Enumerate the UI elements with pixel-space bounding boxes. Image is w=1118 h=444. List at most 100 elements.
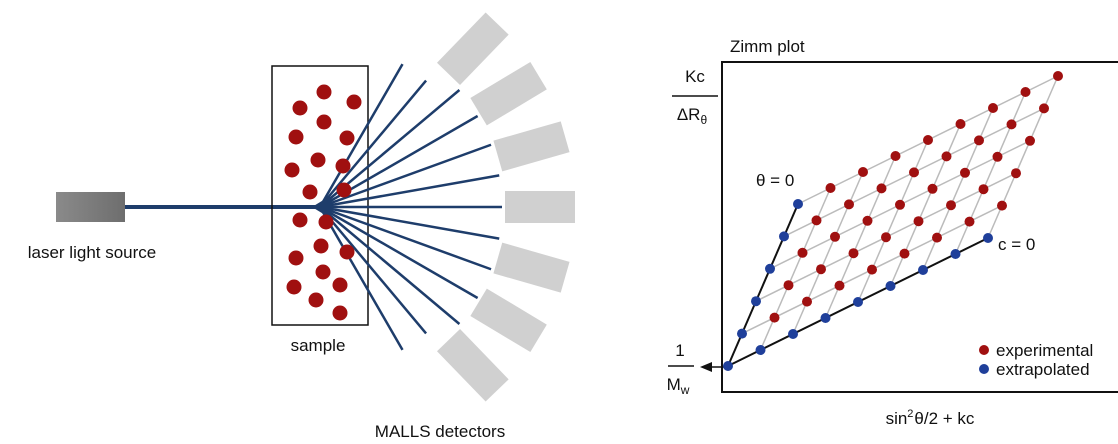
- particle: [332, 305, 348, 321]
- detector: [470, 288, 547, 353]
- x-label-rest: θ/2 + kc: [914, 409, 975, 428]
- extrapolated-point: [788, 329, 798, 339]
- extrapolated-point: [765, 263, 775, 274]
- detector: [493, 242, 570, 293]
- experimental-point: [964, 216, 975, 227]
- legend-label: experimental: [996, 341, 1093, 360]
- extrapolated-point: [918, 265, 928, 275]
- y-label-den-sub: θ: [700, 113, 707, 127]
- experimental-point: [848, 248, 859, 259]
- detector: [437, 328, 509, 402]
- sample-box: [271, 65, 369, 326]
- x-label-sup: 2: [907, 408, 913, 420]
- experimental-point: [797, 247, 808, 258]
- particle: [288, 129, 304, 145]
- scatter-ray: [319, 205, 479, 300]
- extrapolated-point: [853, 297, 863, 307]
- y-label-den-main: ΔR: [677, 105, 701, 124]
- experimental-point: [960, 167, 970, 178]
- grid-line: [987, 75, 1059, 239]
- y-label-num: Kc: [685, 67, 705, 86]
- experimental-point: [825, 183, 836, 193]
- particle: [346, 94, 362, 110]
- scatter-ray: [318, 206, 404, 351]
- experimental-point: [1006, 119, 1017, 130]
- c-zero-label: c = 0: [998, 235, 1035, 254]
- experimental-point: [955, 119, 966, 129]
- extrapolated-point: [983, 233, 993, 243]
- experimental-point: [997, 200, 1007, 211]
- experimental-point: [881, 232, 891, 243]
- experimental-point: [1020, 87, 1031, 97]
- grid-line: [889, 123, 962, 287]
- detector: [493, 121, 570, 172]
- extrapolated-point: [751, 296, 761, 307]
- experimental-point: [1025, 135, 1035, 146]
- experimental-point: [876, 183, 887, 194]
- particle: [336, 182, 352, 198]
- scatter-ray: [319, 205, 492, 271]
- experimental-point: [834, 280, 845, 291]
- experimental-point: [941, 151, 952, 162]
- experimental-point: [946, 200, 956, 211]
- experimental-point: [923, 135, 933, 145]
- particle: [286, 279, 302, 295]
- laser: [56, 192, 125, 222]
- arrow-head: [700, 362, 712, 372]
- experimental-point: [932, 232, 942, 243]
- zimm-plot: Zimm plot Kc ΔRθ 1 Mw θ = 0 c = 0 experi…: [667, 37, 1118, 428]
- experimental-point: [913, 216, 924, 227]
- extrapolated-point: [755, 345, 766, 355]
- scatter-ray: [319, 205, 500, 240]
- particle: [310, 152, 326, 168]
- experimental-point: [830, 231, 840, 242]
- x-label-prefix: sin: [886, 409, 908, 428]
- experimental-point: [899, 248, 910, 259]
- experimental-point: [769, 312, 780, 323]
- intercept-den: Mw: [667, 375, 690, 397]
- extrapolated-point: [737, 328, 747, 339]
- particle: [316, 114, 332, 130]
- experimental-point: [1011, 168, 1021, 179]
- scatter-ray: [319, 79, 428, 208]
- particle: [302, 184, 318, 200]
- theta-zero-label: θ = 0: [756, 171, 794, 190]
- experimental-point: [978, 184, 989, 195]
- legend-label: extrapolated: [996, 360, 1090, 379]
- experimental-point: [988, 103, 998, 113]
- experimental-point: [783, 280, 794, 291]
- experimental-point: [974, 135, 984, 146]
- source-label: laser light source: [28, 243, 157, 262]
- particle: [288, 250, 304, 266]
- y-label-den: ΔRθ: [677, 105, 708, 127]
- grid-line: [824, 155, 897, 319]
- extrapolated-point: [723, 361, 733, 371]
- experimental-point: [895, 199, 905, 210]
- experimental-point: [816, 264, 826, 275]
- plot-title: Zimm plot: [730, 37, 805, 56]
- experimental-point: [844, 199, 854, 210]
- particle: [292, 100, 308, 116]
- x-label: sin2θ/2 + kc: [886, 408, 975, 428]
- particle: [318, 214, 334, 230]
- experimental-point: [890, 151, 901, 161]
- legend-swatch: [979, 364, 989, 374]
- detector: [437, 12, 509, 86]
- experimental-point: [811, 215, 822, 226]
- zimm-grid: [723, 71, 1063, 371]
- scatter-center: [312, 196, 330, 218]
- grid-line: [954, 91, 1027, 255]
- extrapolated-point: [950, 249, 961, 259]
- intercept-num: 1: [675, 341, 684, 360]
- experimental-point: [1039, 103, 1049, 114]
- particle: [339, 130, 355, 146]
- scatter-ray: [319, 174, 500, 209]
- particle: [335, 158, 351, 174]
- grid-line: [759, 187, 832, 351]
- detectors-label: MALLS detectors: [375, 422, 505, 441]
- intercept-den-main: M: [667, 375, 681, 394]
- extrapolated-point: [885, 281, 896, 291]
- plot-frame: [721, 61, 1118, 393]
- particle: [315, 264, 331, 280]
